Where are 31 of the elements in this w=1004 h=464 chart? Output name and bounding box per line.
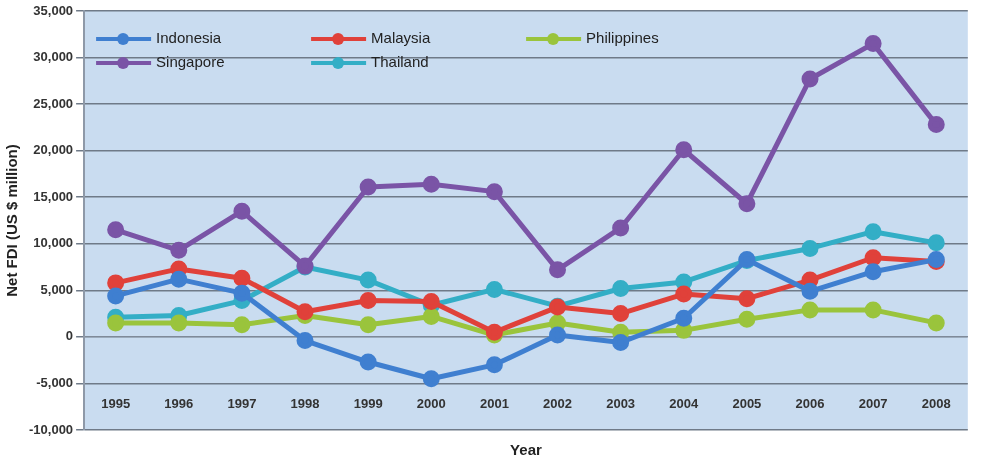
y-tick-label: 15,000 <box>33 188 74 204</box>
y-tick-label: -5,000 <box>36 375 74 391</box>
x-axis-title: Year <box>510 441 542 459</box>
x-tick-label: 1997 <box>227 396 257 412</box>
x-tick-label: 2008 <box>921 396 951 412</box>
legend-label: Thailand <box>371 53 429 71</box>
y-tick-label: 25,000 <box>33 95 74 111</box>
x-tick-label: 1998 <box>290 396 320 412</box>
x-tick-label: 2005 <box>732 396 762 412</box>
x-tick-label: 2003 <box>606 396 636 412</box>
y-tick-label: 5,000 <box>40 281 74 297</box>
x-tick-label: 1996 <box>164 396 194 412</box>
y-tick-label: -10,000 <box>29 421 74 437</box>
x-tick-label: 2006 <box>795 396 825 412</box>
x-tick-label: 2001 <box>479 396 509 412</box>
x-tick-label: 2004 <box>669 396 699 412</box>
x-tick-label: 1995 <box>101 396 131 412</box>
y-tick-label: 30,000 <box>33 49 74 65</box>
x-tick-label: 2002 <box>543 396 572 412</box>
y-tick-label: 35,000 <box>33 2 74 18</box>
y-axis-title: Net FDI (US $ million) <box>3 144 21 297</box>
legend-label: Indonesia <box>156 29 222 47</box>
legend-label: Singapore <box>156 53 225 71</box>
x-tick-label: 2000 <box>416 396 446 412</box>
x-tick-label: 1999 <box>353 396 383 412</box>
y-tick-label: 10,000 <box>33 235 74 251</box>
x-tick-label: 2007 <box>858 396 888 412</box>
legend-label: Malaysia <box>371 29 431 47</box>
y-tick-label: 20,000 <box>33 142 74 158</box>
legend-label: Philippines <box>586 29 659 47</box>
y-tick-label: 0 <box>65 328 74 344</box>
